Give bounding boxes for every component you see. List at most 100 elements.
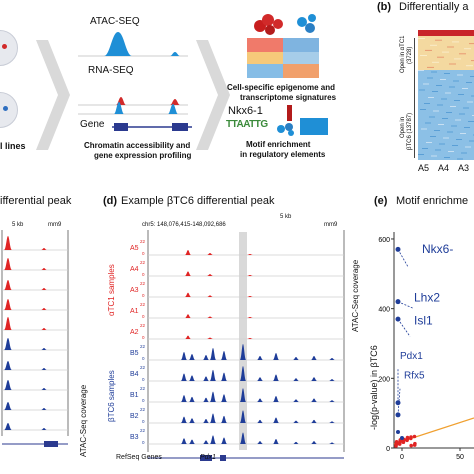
y-tick-label: 200: [378, 376, 390, 383]
heatmap-cell: [442, 118, 448, 119]
coverage-peak: [41, 268, 47, 270]
coverage-peak: [4, 280, 12, 290]
panel-d-side-label: ATAC-Seq coverage: [351, 259, 360, 332]
heatmap-cell: [433, 110, 439, 112]
coverage-peak: [220, 351, 228, 360]
coverage-peak: [188, 439, 196, 444]
panel-d-tracks: A5220A4220A3220A1220A2220B5220B4220B1220…: [130, 230, 345, 461]
rna-seq-label: RNA-SEQ: [88, 65, 134, 76]
coverage-peak: [4, 380, 12, 390]
coverage-peak: [180, 438, 188, 444]
coverage-peak: [209, 435, 217, 444]
label-leader: [397, 301, 415, 310]
heatmap-cell: [436, 85, 442, 86]
profiling-caption-1: Chromatin accessibility and: [84, 141, 191, 150]
heatmap-cell: [437, 56, 444, 58]
y-tick-label: 400: [378, 307, 390, 314]
heatmap-cell: [459, 113, 465, 115]
motif-label: Nkx6-: [422, 242, 453, 256]
coverage-peak: [256, 377, 264, 381]
heatmap-cell: [427, 77, 433, 79]
heatmap-cell: [430, 136, 436, 137]
signature-heatmap: [247, 38, 319, 78]
atac-seq-track: [78, 32, 188, 57]
cell-cluster-icon: [254, 14, 316, 35]
heatmap-cell: [465, 146, 471, 148]
motif-point: [394, 440, 399, 444]
coverage-peak: [41, 388, 47, 390]
coverage-peak: [206, 253, 214, 255]
coverage-peak: [310, 441, 318, 444]
track-min: 0: [142, 419, 145, 424]
row-label-bottom-2: βTC6 (13787): [407, 112, 413, 150]
track-min: 0: [142, 272, 145, 277]
heatmap-cell: [445, 92, 451, 94]
x-tick-label: 0: [400, 454, 404, 461]
coverage-peak: [292, 378, 300, 381]
panel-d-coords: chr5: 148,076,415-148,092,686: [142, 222, 226, 228]
track-name: A2: [130, 329, 139, 336]
motif-point: [409, 443, 413, 448]
coverage-peak: [246, 338, 254, 339]
heatmap-cell: [438, 124, 444, 125]
motif-label: Lhx2: [414, 291, 440, 305]
panel-e: (e) Motif enrichme -log(p-value) in βTC6…: [364, 192, 474, 474]
y-tick-label: 600: [378, 237, 390, 244]
coverage-peak: [188, 354, 196, 360]
panel-d-letter: (d): [103, 195, 118, 207]
coverage-peak: [180, 395, 188, 402]
coverage-peak: [328, 379, 336, 381]
panel-e-title: Motif enrichme: [396, 195, 469, 207]
rna-seq-track-2: [78, 102, 188, 115]
signature-caption-2: transcriptome signatures: [240, 93, 337, 102]
track-max: 22: [140, 407, 146, 412]
heatmap-cell: [442, 51, 449, 53]
track-max: 22: [140, 260, 146, 265]
motif-label: Isl1: [414, 313, 433, 327]
coverage-peak: [272, 438, 280, 444]
coverage-peak: [41, 348, 47, 350]
coverage-peak: [4, 361, 12, 370]
coverage-peak: [4, 236, 12, 250]
heatmap-cell: [450, 106, 456, 107]
coverage-peak: [4, 258, 12, 270]
track-min: 0: [142, 377, 145, 382]
coverage-peak: [4, 317, 12, 330]
chevron-right-icon: [36, 40, 70, 150]
cell-lines-label: l lines: [0, 141, 26, 151]
heatmap-cell: [418, 38, 425, 39]
panel-c-side-label: ATAC-Seq coverage: [79, 384, 88, 457]
coverage-peak: [188, 396, 196, 402]
track-name: A1: [130, 308, 139, 315]
heatmap-cell: [440, 79, 446, 80]
heatmap-cell: [443, 137, 449, 139]
coverage-peak: [310, 356, 318, 360]
profiling-caption-2: gene expression profiling: [94, 151, 192, 160]
heatmap-cell: [464, 127, 470, 128]
coverage-peak: [184, 250, 192, 255]
coverage-peak: [206, 337, 214, 339]
heatmap-cell: [432, 61, 439, 63]
coverage-peak: [256, 419, 264, 423]
coverage-peak: [41, 288, 47, 290]
panel-a: l lines ATAC-SEQ RNA-SEQ Gene Chromatin …: [0, 0, 336, 190]
motif-point: [405, 435, 410, 440]
heatmap-cell: [469, 140, 474, 142]
coverage-peak: [292, 441, 300, 444]
track-min: 0: [142, 398, 145, 403]
track-max: 22: [140, 365, 146, 370]
heatmap-cell: [471, 60, 474, 62]
coverage-peak: [256, 398, 264, 402]
heatmap-cell: [466, 65, 473, 67]
label-leader: [397, 318, 411, 337]
coverage-peak: [41, 428, 47, 430]
heatmap-cell: [432, 91, 438, 92]
track-max: 22: [140, 323, 146, 328]
track-min: 0: [142, 293, 145, 298]
motif-point: [400, 436, 404, 440]
heatmap-cell: [424, 103, 430, 104]
motif-point: [413, 441, 417, 446]
coverage-peak: [41, 308, 47, 310]
beta-group-label: βTC6 samples: [107, 370, 116, 422]
cell-dot: [2, 44, 7, 49]
